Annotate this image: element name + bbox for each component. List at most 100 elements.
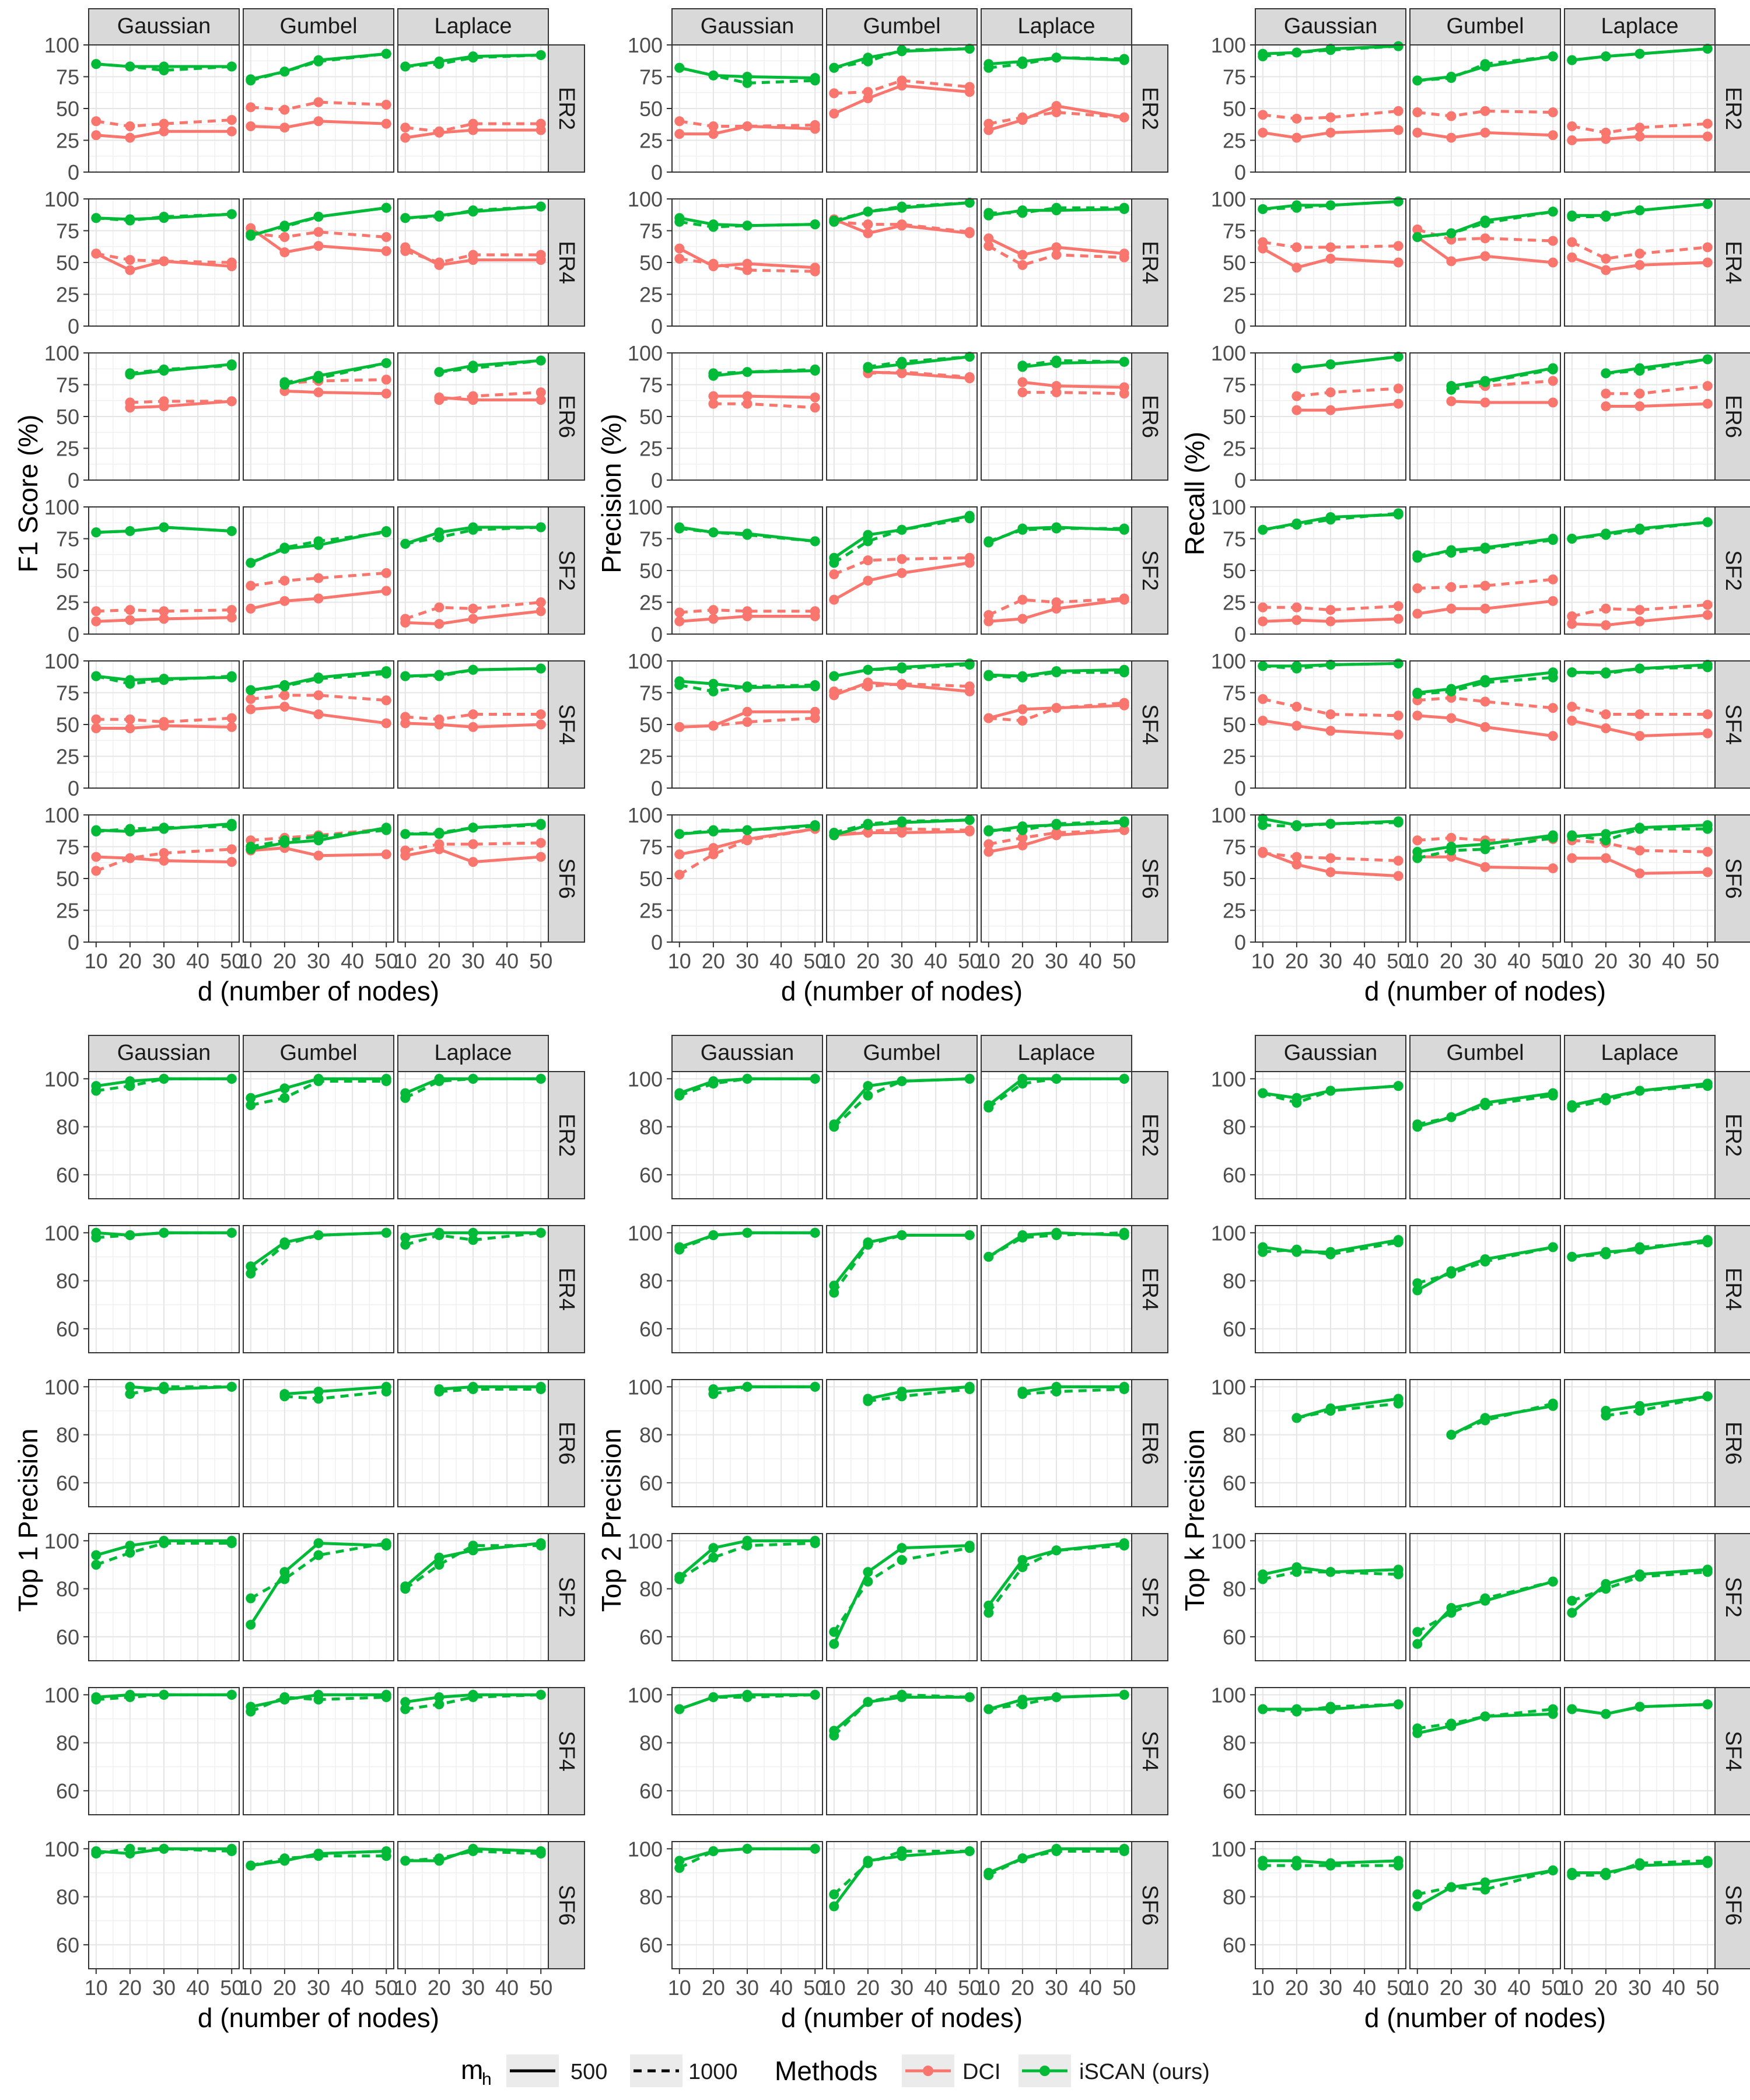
data-point-dci [674, 243, 685, 254]
data-point-dci [1292, 701, 1302, 712]
series-iscan-1000-line [834, 47, 970, 69]
data-point-iscan [1702, 824, 1713, 834]
panel-border [826, 1225, 978, 1353]
panel-border [671, 1225, 823, 1353]
data-point-dci [1446, 396, 1457, 407]
data-point-iscan [468, 664, 478, 675]
series-iscan-1000-line [95, 1541, 232, 1566]
series-dci-500-line [1262, 850, 1399, 878]
data-point-iscan [434, 532, 444, 542]
data-point-dci [536, 852, 546, 862]
legend-iscan-label: iSCAN (ours) [1079, 2060, 1210, 2084]
series-dci-1000-line [988, 244, 1125, 267]
series-dci-1000-line [679, 716, 816, 729]
panel-sf6-laplace [981, 1841, 1132, 1969]
facet-row-label: SF4 [1721, 704, 1745, 745]
data-point-iscan [1702, 517, 1713, 527]
y-tick-label: 100 [628, 1683, 663, 1707]
data-point-dci [536, 606, 546, 617]
series-dci-500-line [1417, 131, 1553, 139]
data-point-iscan [279, 377, 290, 387]
x-tick-label: 10 [1406, 1976, 1429, 2000]
facet-row-strip-sf4 [1714, 660, 1750, 789]
data-point-dci [1325, 853, 1336, 863]
data-point-iscan [1017, 1233, 1028, 1243]
series-dci-500-line [1572, 135, 1708, 142]
data-point-dci [1567, 853, 1577, 863]
data-point-iscan [1567, 534, 1577, 544]
data-point-iscan [742, 78, 752, 88]
y-tick-label: 75 [639, 835, 663, 859]
data-point-dci [279, 247, 290, 258]
data-point-iscan [1292, 663, 1302, 674]
data-point-iscan [984, 62, 994, 73]
x-tick-label: 20 [702, 949, 725, 973]
panel-border [397, 506, 549, 635]
x-axis-title: d (number of nodes) [781, 2003, 1023, 2033]
data-point-iscan [400, 1233, 411, 1243]
data-point-dci [1393, 601, 1404, 611]
y-tick-label: 80 [1223, 1269, 1246, 1293]
data-point-iscan [1325, 1860, 1336, 1871]
data-point-iscan [91, 213, 102, 223]
y-axis-title: Top k Precision [1180, 1429, 1210, 1611]
data-point-iscan [1412, 1889, 1423, 1899]
data-point-dci [1601, 620, 1611, 631]
data-point-dci [125, 397, 135, 408]
data-point-iscan [1258, 51, 1268, 62]
series-dci-1000-line [1572, 122, 1708, 134]
data-point-iscan [863, 1081, 873, 1091]
y-axis-title: Top 2 Precision [596, 1429, 626, 1612]
data-point-iscan [708, 1389, 719, 1399]
data-point-iscan [246, 1093, 256, 1103]
data-point-iscan [125, 1381, 135, 1392]
series-iscan-1000-line [405, 53, 541, 68]
panel-border [981, 198, 1132, 327]
panel-border [88, 198, 240, 327]
data-point-iscan [964, 1230, 975, 1240]
x-tick-label: 50 [1387, 949, 1410, 973]
data-point-dci [536, 387, 546, 398]
facet-row-label: ER6 [1721, 1422, 1745, 1465]
series-dci-500-line [405, 722, 541, 729]
panel-border [397, 1687, 549, 1815]
data-point-dci [674, 616, 685, 626]
series-dci-500-line [1262, 719, 1399, 736]
data-point-iscan [1393, 196, 1404, 206]
series-dci-1000-line [988, 828, 1125, 846]
data-point-dci [1446, 256, 1457, 267]
data-point-dci [1017, 260, 1028, 270]
facet-row-strip-sf4 [548, 660, 585, 789]
x-tick-label: 20 [1440, 949, 1463, 973]
facet-row-label: SF2 [554, 550, 579, 591]
panel-er2-laplace [1564, 44, 1716, 173]
y-tick-label: 100 [44, 1683, 79, 1707]
data-point-iscan [536, 1541, 546, 1551]
y-tick-label: 50 [56, 97, 79, 121]
data-point-dci [1702, 709, 1713, 720]
series-iscan-500-line [1572, 1861, 1708, 1874]
panel-sf4-laplace [397, 1687, 549, 1815]
facet-row-strip-er6 [1714, 1379, 1750, 1507]
data-point-dci [829, 108, 839, 119]
series-iscan-1000-line [678, 1847, 816, 1870]
panel-er4-laplace [397, 1225, 549, 1353]
panel-er4-gumbel [243, 1225, 394, 1353]
data-point-iscan [434, 1559, 444, 1570]
data-point-dci [313, 709, 324, 720]
data-point-iscan [810, 821, 820, 832]
x-axis-title: d (number of nodes) [781, 976, 1023, 1006]
data-point-dci [226, 722, 237, 732]
legend: m h 500 1000 Methods DCI iSCAN (ours) [461, 2054, 1210, 2089]
data-point-iscan [1393, 1569, 1404, 1580]
series-iscan-1000-line [987, 1544, 1125, 1614]
panel-border [1255, 44, 1406, 173]
y-tick-label: 60 [1223, 1779, 1246, 1803]
data-point-iscan [984, 1704, 994, 1714]
facet-row-label: ER2 [554, 87, 579, 130]
data-point-iscan [434, 1076, 444, 1086]
x-tick-label: 40 [341, 949, 364, 973]
data-point-dci [1393, 125, 1404, 135]
x-tick-label: 30 [890, 949, 914, 973]
